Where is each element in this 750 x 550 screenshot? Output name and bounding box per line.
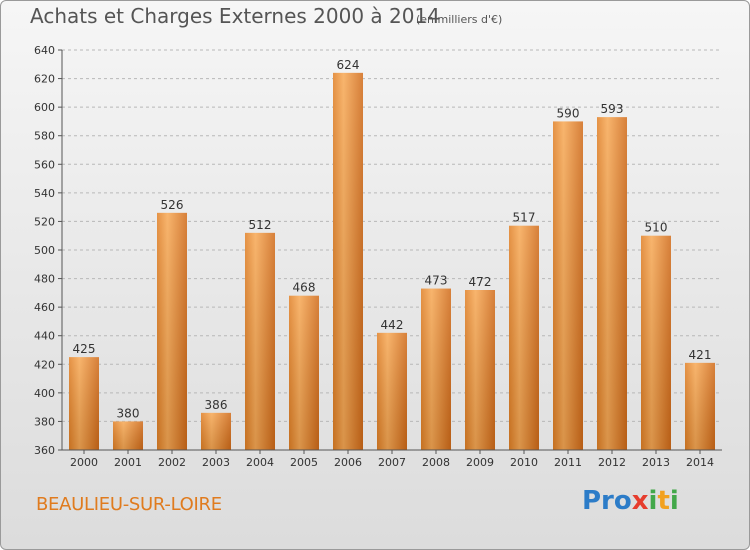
data-label: 442 xyxy=(381,318,404,332)
bar-shade xyxy=(69,357,99,450)
y-axis: 360 380 400 420 440 460 480 500 520 540 560 580 600 6… xyxy=(34,44,63,457)
x-tick-label: 2011 xyxy=(554,456,582,469)
bar-shade xyxy=(201,412,231,450)
y-tick-label: 360 xyxy=(34,444,55,457)
bar-shade xyxy=(465,290,495,450)
x-tick-label: 2002 xyxy=(158,456,186,469)
y-tick-label: 600 xyxy=(34,101,55,114)
y-tick-label: 520 xyxy=(34,215,55,228)
bar-shade xyxy=(553,121,583,450)
city-name: BEAULIEU-SUR-LOIRE xyxy=(36,494,222,515)
bar-shade xyxy=(641,235,671,450)
y-tick-label: 500 xyxy=(34,244,55,257)
y-tick-label: 580 xyxy=(34,130,55,143)
x-tick-label: 2013 xyxy=(642,456,670,469)
data-label: 473 xyxy=(425,274,448,288)
logo-part: i xyxy=(648,486,658,516)
y-tick-label: 480 xyxy=(34,273,55,286)
bar-shade xyxy=(245,232,275,450)
data-label: 472 xyxy=(469,275,492,289)
y-tick-label: 620 xyxy=(34,73,55,86)
bar-shade xyxy=(421,288,451,450)
bar-shade xyxy=(289,295,319,450)
data-label: 468 xyxy=(293,281,316,295)
bar-shade xyxy=(377,332,407,450)
data-label: 510 xyxy=(645,221,668,235)
data-label: 593 xyxy=(601,102,624,116)
bars: 425 380 526 386 512 468 624 442 473 472 517 590 593 5… xyxy=(69,58,715,451)
x-tick-label: 2000 xyxy=(70,456,98,469)
x-tick-label: 2007 xyxy=(378,456,406,469)
bar-shade xyxy=(113,421,143,450)
x-axis: 2000 2001 2002 2003 2004 2005 2006 2007 2008 2009… xyxy=(62,449,722,469)
data-label: 512 xyxy=(249,218,272,232)
x-tick-label: 2003 xyxy=(202,456,230,469)
y-tick-label: 400 xyxy=(34,387,55,400)
x-tick-label: 2010 xyxy=(510,456,538,469)
bar-shade xyxy=(685,362,715,450)
logo-part: t xyxy=(657,486,670,516)
x-tick-label: 2006 xyxy=(334,456,362,469)
data-label: 590 xyxy=(557,106,580,120)
y-tick-label: 560 xyxy=(34,158,55,171)
logo-part: Pro xyxy=(582,486,632,516)
logo-part: x xyxy=(631,486,649,516)
logo-part: i xyxy=(669,486,679,516)
proxiti-logo[interactable]: Proxiti xyxy=(582,486,679,516)
chart-subtitle: (en milliers d'€) xyxy=(416,13,503,26)
bar-shade xyxy=(333,72,363,450)
y-tick-label: 440 xyxy=(34,330,55,343)
bar-shade xyxy=(157,212,187,450)
data-label: 624 xyxy=(337,58,360,72)
bar-shade xyxy=(597,117,627,451)
data-label: 425 xyxy=(73,342,96,356)
bar-shade xyxy=(509,225,539,450)
y-tick-label: 380 xyxy=(34,415,55,428)
x-tick-label: 2009 xyxy=(466,456,494,469)
data-label: 386 xyxy=(205,398,228,412)
x-tick-label: 2004 xyxy=(246,456,274,469)
y-tick-label: 640 xyxy=(34,44,55,57)
x-tick-label: 2005 xyxy=(290,456,318,469)
y-tick-label: 420 xyxy=(34,358,55,371)
data-label: 421 xyxy=(689,348,712,362)
data-label: 380 xyxy=(117,406,140,420)
chart-title: Achats et Charges Externes 2000 à 2014 xyxy=(30,4,440,28)
data-label: 526 xyxy=(161,198,184,212)
data-label: 517 xyxy=(513,211,536,225)
x-tick-label: 2008 xyxy=(422,456,450,469)
x-tick-label: 2012 xyxy=(598,456,626,469)
y-tick-label: 460 xyxy=(34,301,55,314)
x-tick-label: 2001 xyxy=(114,456,142,469)
x-tick-label: 2014 xyxy=(686,456,714,469)
y-tick-label: 540 xyxy=(34,187,55,200)
